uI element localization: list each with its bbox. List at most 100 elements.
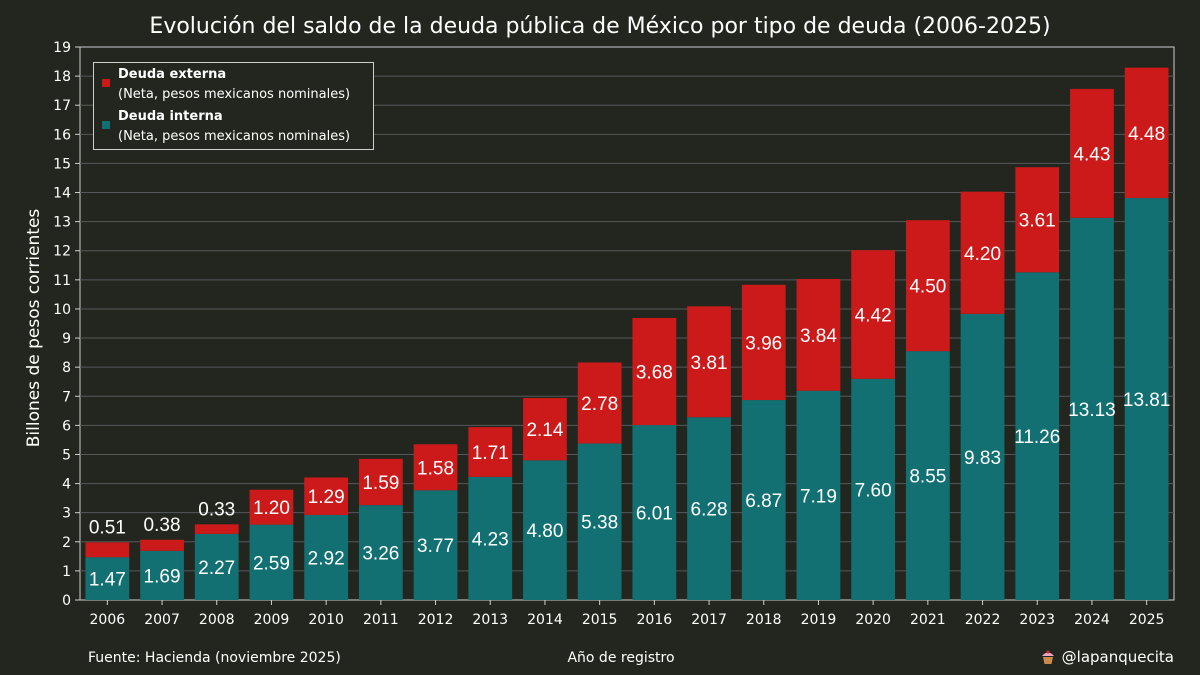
y-tick-label: 19 [53,40,71,56]
y-tick-label: 17 [53,98,71,114]
data-label-external: 1.29 [308,487,345,508]
data-label-external: 0.51 [89,517,126,538]
x-tick-label: 2020 [855,612,891,628]
credit-handle: @lapanquecita [1061,648,1174,666]
x-tick-label: 2009 [254,612,290,628]
legend-label-internal: Deuda interna [118,109,223,124]
x-tick-label: 2008 [199,612,235,628]
data-label-external: 3.96 [745,333,782,354]
data-label-internal: 4.23 [472,529,509,550]
bar-internal [140,550,184,600]
y-tick-label: 1 [62,564,71,580]
data-label-internal: 3.26 [362,544,399,565]
data-label-external: 1.20 [253,498,290,519]
bar-internal [577,443,622,600]
data-label-internal: 1.47 [89,570,126,591]
data-label-internal: 5.38 [581,513,618,534]
bar-external [523,398,567,461]
x-tick-label: 2019 [801,612,837,628]
bar-internal [796,390,841,600]
bar-internal [85,557,130,600]
bar-external [1070,88,1114,218]
y-tick-label: 10 [53,302,71,318]
bar-internal [194,533,239,600]
source-note: Fuente: Hacienda (noviembre 2025) [88,650,341,666]
data-label-internal: 7.60 [855,480,892,501]
y-tick-label: 14 [53,186,71,202]
author-credit: @lapanquecita [1040,648,1174,666]
data-label-external: 4.20 [964,244,1001,265]
y-axis-label: Billones de pesos corrientes [24,208,44,448]
data-label-internal: 2.27 [198,558,235,579]
legend-sublabel-internal: (Neta, pesos mexicanos nominales) [118,129,351,144]
data-label-internal: 2.59 [253,553,290,574]
data-label-external: 3.84 [800,326,837,347]
y-tick-label: 11 [53,273,71,289]
data-label-internal: 13.13 [1068,400,1116,421]
data-label-internal: 6.87 [745,491,782,512]
legend-swatch-internal [102,121,110,129]
data-label-external: 4.48 [1128,124,1165,145]
y-tick-label: 18 [53,69,71,85]
bar-external [741,284,786,401]
bar-internal [304,515,349,600]
data-label-external: 2.78 [581,394,618,415]
x-tick-label: 2007 [144,612,180,628]
data-label-internal: 6.01 [636,504,673,525]
data-label-external: 0.38 [144,515,181,536]
legend-swatch-external [102,79,110,87]
data-label-external: 3.81 [691,353,728,374]
bar-internal [851,378,896,600]
bar-internal [687,417,731,600]
bar-external [1015,167,1060,273]
bar-external [304,477,349,516]
x-tick-label: 2023 [1019,612,1055,628]
bar-external [358,458,403,506]
bar-internal [249,524,294,600]
y-tick-label: 0 [62,593,71,609]
bar-internal [632,425,677,600]
y-tick-label: 16 [53,127,71,143]
x-axis-label: Año de registro [567,650,675,666]
x-tick-label: 2024 [1074,612,1110,628]
y-tick-label: 5 [62,447,71,463]
data-label-internal: 4.80 [526,521,563,542]
y-tick-label: 6 [62,418,71,434]
legend: Deuda externa (Neta, pesos mexicanos nom… [93,62,374,150]
data-label-external: 1.58 [417,458,454,479]
bar-internal [413,490,458,600]
bar-external [249,489,294,525]
x-tick-label: 2013 [472,612,508,628]
bar-internal [1070,217,1114,600]
data-label-external: 3.68 [636,363,673,384]
bar-internal [468,476,513,600]
bar-internal [905,351,950,600]
legend-label-external: Deuda externa [118,67,227,82]
bar-external [413,444,458,491]
bar-external [85,542,130,558]
bar-internal [1015,272,1060,600]
x-tick-label: 2006 [90,612,126,628]
x-tick-label: 2010 [308,612,344,628]
data-label-internal: 2.92 [308,549,345,570]
data-label-internal: 8.55 [909,467,946,488]
y-tick-label: 12 [53,244,71,260]
bar-external [960,191,1005,314]
data-label-external: 4.42 [855,305,892,326]
x-tick-label: 2012 [418,612,454,628]
bar-external [1124,67,1169,199]
y-tick-label: 2 [62,535,71,551]
bar-external [796,278,841,391]
bar-external [194,524,239,534]
y-tick-label: 9 [62,331,71,347]
x-tick-label: 2018 [746,612,782,628]
data-label-external: 1.71 [472,443,509,464]
y-tick-label: 8 [62,360,71,376]
x-tick-label: 2015 [582,612,618,628]
y-tick-label: 3 [62,506,71,522]
data-label-external: 4.50 [909,277,946,298]
bar-internal [358,505,403,600]
y-tick-label: 13 [53,215,71,231]
data-label-external: 4.43 [1073,144,1110,165]
